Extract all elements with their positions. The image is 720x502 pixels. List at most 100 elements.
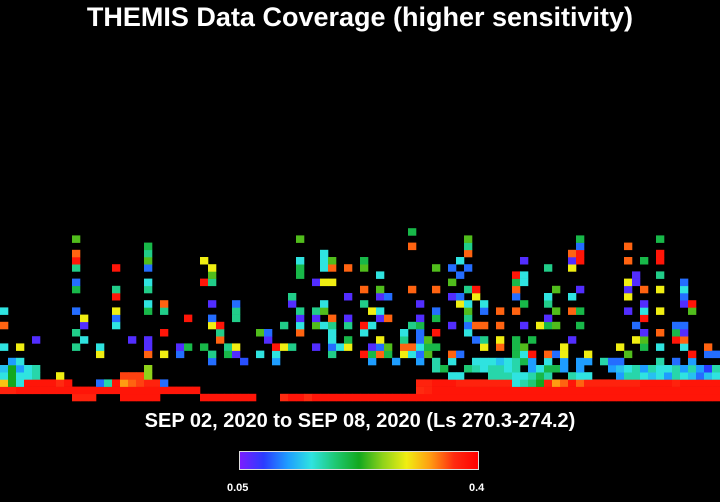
coverage-cell xyxy=(592,386,601,395)
coverage-cell xyxy=(424,343,433,351)
coverage-cell xyxy=(480,343,489,351)
coverage-cell xyxy=(512,393,521,402)
coverage-cell xyxy=(680,365,689,373)
coverage-cell xyxy=(688,372,697,380)
coverage-cell xyxy=(256,329,265,337)
coverage-cell xyxy=(456,293,465,301)
coverage-cell xyxy=(688,307,697,315)
coverage-cell xyxy=(328,314,337,323)
coverage-cell xyxy=(528,372,537,380)
coverage-cell xyxy=(488,372,497,380)
coverage-cell xyxy=(416,393,425,402)
coverage-cell xyxy=(712,365,720,373)
coverage-cell xyxy=(160,329,169,337)
coverage-cell xyxy=(64,386,73,395)
coverage-cell xyxy=(680,321,689,330)
coverage-cell xyxy=(632,379,641,387)
coverage-cell xyxy=(648,372,657,380)
coverage-cell xyxy=(232,300,241,308)
coverage-cell xyxy=(648,393,657,402)
coverage-cell xyxy=(432,285,441,294)
coverage-cell xyxy=(72,343,81,351)
coverage-cell xyxy=(568,379,577,387)
coverage-cell xyxy=(168,386,177,395)
coverage-cell xyxy=(24,365,33,373)
coverage-cell xyxy=(128,336,137,344)
coverage-cell xyxy=(712,386,720,395)
coverage-cell xyxy=(496,365,505,373)
coverage-cell xyxy=(448,321,457,330)
coverage-cell xyxy=(672,321,681,330)
coverage-cell xyxy=(424,386,433,395)
coverage-cell xyxy=(8,365,17,373)
coverage-cell xyxy=(200,278,209,287)
colorbar xyxy=(239,451,479,470)
coverage-cell xyxy=(464,235,473,243)
coverage-cell xyxy=(8,372,17,380)
coverage-cell xyxy=(560,386,569,395)
coverage-cell xyxy=(512,278,521,287)
coverage-cell xyxy=(496,321,505,330)
coverage-cell xyxy=(416,343,425,351)
coverage-cell xyxy=(48,386,57,395)
coverage-cell xyxy=(680,386,689,395)
coverage-cell xyxy=(656,365,665,373)
coverage-cell xyxy=(424,393,433,402)
coverage-cell xyxy=(656,271,665,279)
coverage-cell xyxy=(520,300,529,308)
coverage-cell xyxy=(680,285,689,294)
coverage-cell xyxy=(272,343,281,351)
coverage-cell xyxy=(296,314,305,323)
coverage-cell xyxy=(344,343,353,351)
coverage-cell xyxy=(512,372,521,380)
coverage-cell xyxy=(56,372,65,380)
coverage-cell xyxy=(72,249,81,258)
coverage-cell xyxy=(248,393,257,402)
coverage-cell xyxy=(712,379,720,387)
coverage-cell xyxy=(480,393,489,402)
coverage-cell xyxy=(144,350,153,359)
coverage-cell xyxy=(272,357,281,366)
coverage-cell xyxy=(544,321,553,330)
coverage-cell xyxy=(640,257,649,265)
coverage-cell xyxy=(128,393,137,402)
coverage-cell xyxy=(464,321,473,330)
coverage-cell xyxy=(216,321,225,330)
coverage-cell xyxy=(376,350,385,359)
coverage-cell xyxy=(672,386,681,395)
coverage-cell xyxy=(208,271,217,279)
coverage-cell xyxy=(72,235,81,243)
coverage-cell xyxy=(656,285,665,294)
coverage-cell xyxy=(416,336,425,344)
coverage-cell xyxy=(600,386,609,395)
coverage-cell xyxy=(312,393,321,402)
coverage-cell xyxy=(688,365,697,373)
coverage-cell xyxy=(216,329,225,337)
coverage-cell xyxy=(0,365,9,373)
coverage-cell xyxy=(360,285,369,294)
coverage-cell xyxy=(480,357,489,366)
coverage-cell xyxy=(640,386,649,395)
coverage-cell xyxy=(472,336,481,344)
coverage-cell xyxy=(160,300,169,308)
coverage-cell xyxy=(624,365,633,373)
coverage-cell xyxy=(640,379,649,387)
coverage-cell xyxy=(504,357,513,366)
coverage-cell xyxy=(528,336,537,344)
coverage-cell xyxy=(32,336,41,344)
coverage-cell xyxy=(496,386,505,395)
coverage-cell xyxy=(496,343,505,351)
coverage-cell xyxy=(368,393,377,402)
coverage-cell xyxy=(344,321,353,330)
coverage-cell xyxy=(656,235,665,243)
coverage-cell xyxy=(128,379,137,387)
coverage-cell xyxy=(408,393,417,402)
coverage-cell xyxy=(432,264,441,272)
coverage-cell xyxy=(200,343,209,351)
coverage-cell xyxy=(376,393,385,402)
coverage-cell xyxy=(640,285,649,294)
coverage-cell xyxy=(504,386,513,395)
coverage-cell xyxy=(472,393,481,402)
coverage-cell xyxy=(704,350,713,359)
coverage-cell xyxy=(344,393,353,402)
